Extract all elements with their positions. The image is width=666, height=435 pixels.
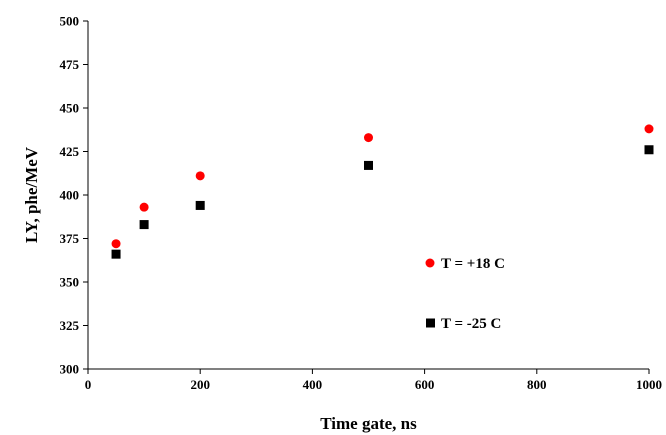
data-point-series-2 [111, 249, 121, 259]
data-point-series-2 [364, 160, 373, 170]
data-point-series-1 [364, 133, 373, 143]
y-tick-label: 450 [60, 101, 80, 116]
x-tick-label: 800 [527, 377, 547, 392]
y-tick-label: 475 [60, 57, 80, 72]
data-points [111, 124, 654, 259]
data-point-series-1 [111, 239, 121, 249]
x-axis-title: Time gate, ns [320, 414, 417, 433]
legend: T = +18 C T = -25 C [425, 256, 505, 332]
y-tick-label: 325 [60, 318, 80, 333]
x-axis-ticks: 0 200 400 600 800 1000 [85, 369, 662, 392]
y-tick-label: 500 [60, 14, 80, 29]
data-point-series-2 [139, 220, 149, 230]
data-point-series-1 [644, 124, 654, 134]
y-tick-label: 300 [60, 362, 80, 377]
x-tick-label: 400 [303, 377, 323, 392]
legend-label-series-1: T = +18 C [441, 256, 505, 272]
y-tick-label: 400 [60, 188, 80, 203]
legend-marker-circle [425, 258, 435, 268]
plot-area: 300 325 350 375 400 425 450 475 500 0 200 400 600 80… [60, 14, 663, 393]
y-tick-label: 375 [60, 231, 80, 246]
y-axis-title: LY, phe/MeV [22, 146, 41, 243]
legend-label-series-2: T = -25 C [441, 316, 501, 332]
data-point-series-1 [139, 202, 149, 212]
legend-marker-square [426, 318, 435, 328]
legend-item-series-2: T = -25 C [426, 316, 501, 332]
x-tick-label: 0 [85, 377, 92, 392]
y-tick-label: 425 [60, 144, 80, 159]
x-tick-label: 200 [190, 377, 210, 392]
legend-item-series-1: T = +18 C [425, 256, 505, 272]
data-point-series-1 [195, 171, 205, 181]
y-tick-label: 350 [60, 275, 80, 290]
data-point-series-2 [195, 200, 205, 210]
x-tick-label: 600 [415, 377, 435, 392]
x-tick-label: 1000 [636, 377, 662, 392]
data-point-series-2 [644, 145, 654, 155]
y-axis-ticks: 300 325 350 375 400 425 450 475 500 [60, 14, 88, 377]
